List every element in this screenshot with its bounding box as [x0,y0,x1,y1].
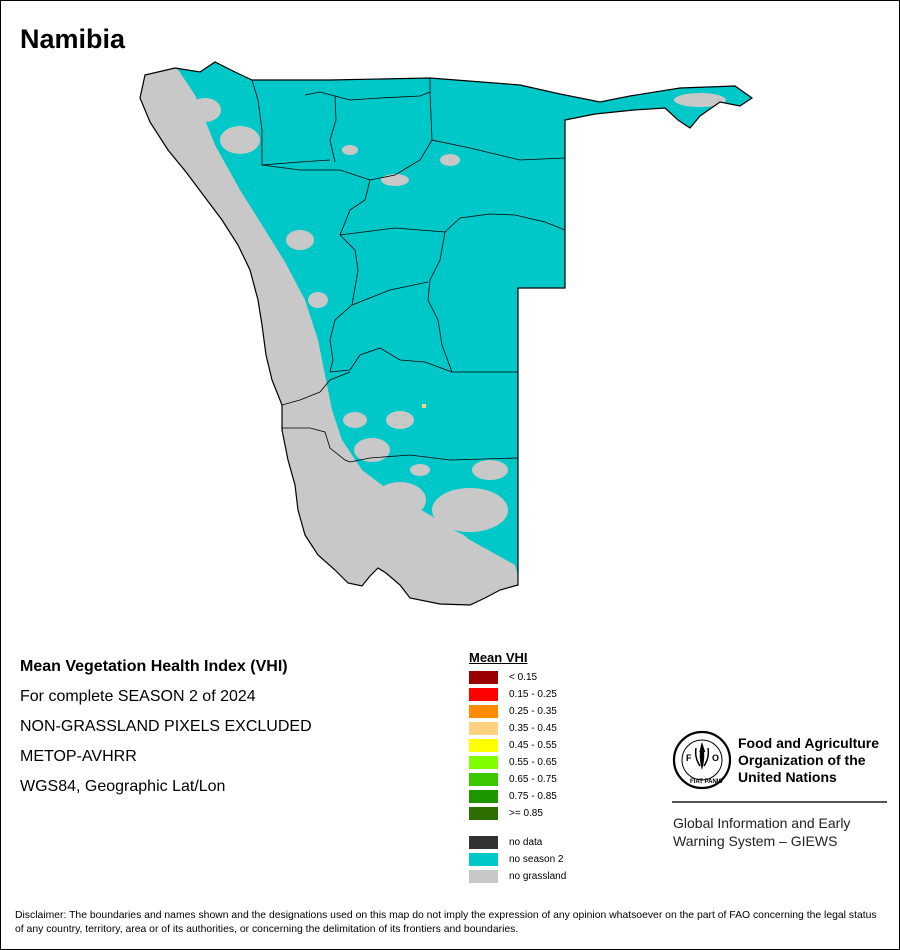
legend-swatch [469,722,498,735]
legend-swatch [469,756,498,769]
svg-text:O: O [712,753,719,763]
legend-label: >= 0.85 [509,808,543,819]
giews-line: Warning System – GIEWS [673,833,838,849]
legend-label: 0.25 - 0.35 [509,706,557,717]
fao-logo-icon: F O A FIAT PANIS [672,730,732,790]
legend-item: 0.55 - 0.65 [469,754,566,771]
legend-swatch [469,688,498,701]
legend-item: >= 0.85 [469,805,566,822]
legend-other: no data no season 2 no grassland [469,834,566,885]
map-title: Namibia [20,24,126,54]
region-boundaries [251,78,566,463]
map-info: Mean Vegetation Health Index (VHI) For c… [20,656,312,806]
legend-label: 0.15 - 0.25 [509,689,557,700]
legend-swatch [469,836,498,849]
info-projection: WGS84, Geographic Lat/Lon [20,778,226,795]
legend-item: < 0.15 [469,669,566,686]
legend-item: 0.35 - 0.45 [469,720,566,737]
legend-item: 0.45 - 0.55 [469,737,566,754]
legend: Mean VHI < 0.15 0.15 - 0.25 0.25 - 0.35 0.3… [469,650,566,885]
legend-item: no grassland [469,868,566,885]
legend-label: 0.55 - 0.65 [509,757,557,768]
no-grassland-patches [189,93,726,585]
legend-label: 0.35 - 0.45 [509,723,557,734]
svg-text:FIAT PANIS: FIAT PANIS [690,779,722,785]
vhi-pixel [422,404,426,408]
legend-classes: < 0.15 0.15 - 0.25 0.25 - 0.35 0.35 - 0.45 0… [469,669,566,822]
country-border [139,61,754,606]
info-season: For complete SEASON 2 of 2024 [20,688,256,705]
legend-item: 0.65 - 0.75 [469,771,566,788]
legend-swatch [469,870,498,883]
legend-swatch [469,790,498,803]
org-name-line: Organization of the [738,752,866,768]
legend-label: no grassland [509,871,567,882]
legend-item: no data [469,834,566,851]
legend-item: 0.15 - 0.25 [469,686,566,703]
legend-swatch [469,671,498,684]
org-name-line: United Nations [738,769,837,785]
legend-swatch [469,853,498,866]
disclaimer: Disclaimer: The boundaries and names sho… [15,910,877,935]
giews-line: Global Information and Early [673,815,851,831]
legend-label: no season 2 [509,854,564,865]
org-name: Food and Agriculture Organization of the… [738,735,879,786]
org-name-line: Food and Agriculture [738,735,880,751]
legend-label: 0.45 - 0.55 [509,740,557,751]
legend-swatch [469,773,498,786]
legend-label: no data [509,837,543,848]
legend-label: < 0.15 [509,672,538,683]
legend-label: 0.75 - 0.85 [509,791,557,802]
legend-item: 0.25 - 0.35 [469,703,566,720]
info-sensor: METOP-AVHRR [20,748,137,765]
svg-text:F: F [686,753,692,763]
legend-swatch [469,705,498,718]
divider [672,801,887,803]
legend-swatch [469,807,498,820]
giews-name: Global Information and Early Warning Sys… [673,814,850,850]
svg-text:A: A [699,744,706,754]
namibia-map: Namibia [20,24,754,606]
legend-title: Mean VHI [469,650,528,665]
legend-item: no season 2 [469,851,566,868]
legend-swatch [469,739,498,752]
info-exclusion: NON-GRASSLAND PIXELS EXCLUDED [20,718,312,735]
info-heading: Mean Vegetation Health Index (VHI) [20,658,288,675]
legend-item: 0.75 - 0.85 [469,788,566,805]
legend-label: 0.65 - 0.75 [509,774,557,785]
